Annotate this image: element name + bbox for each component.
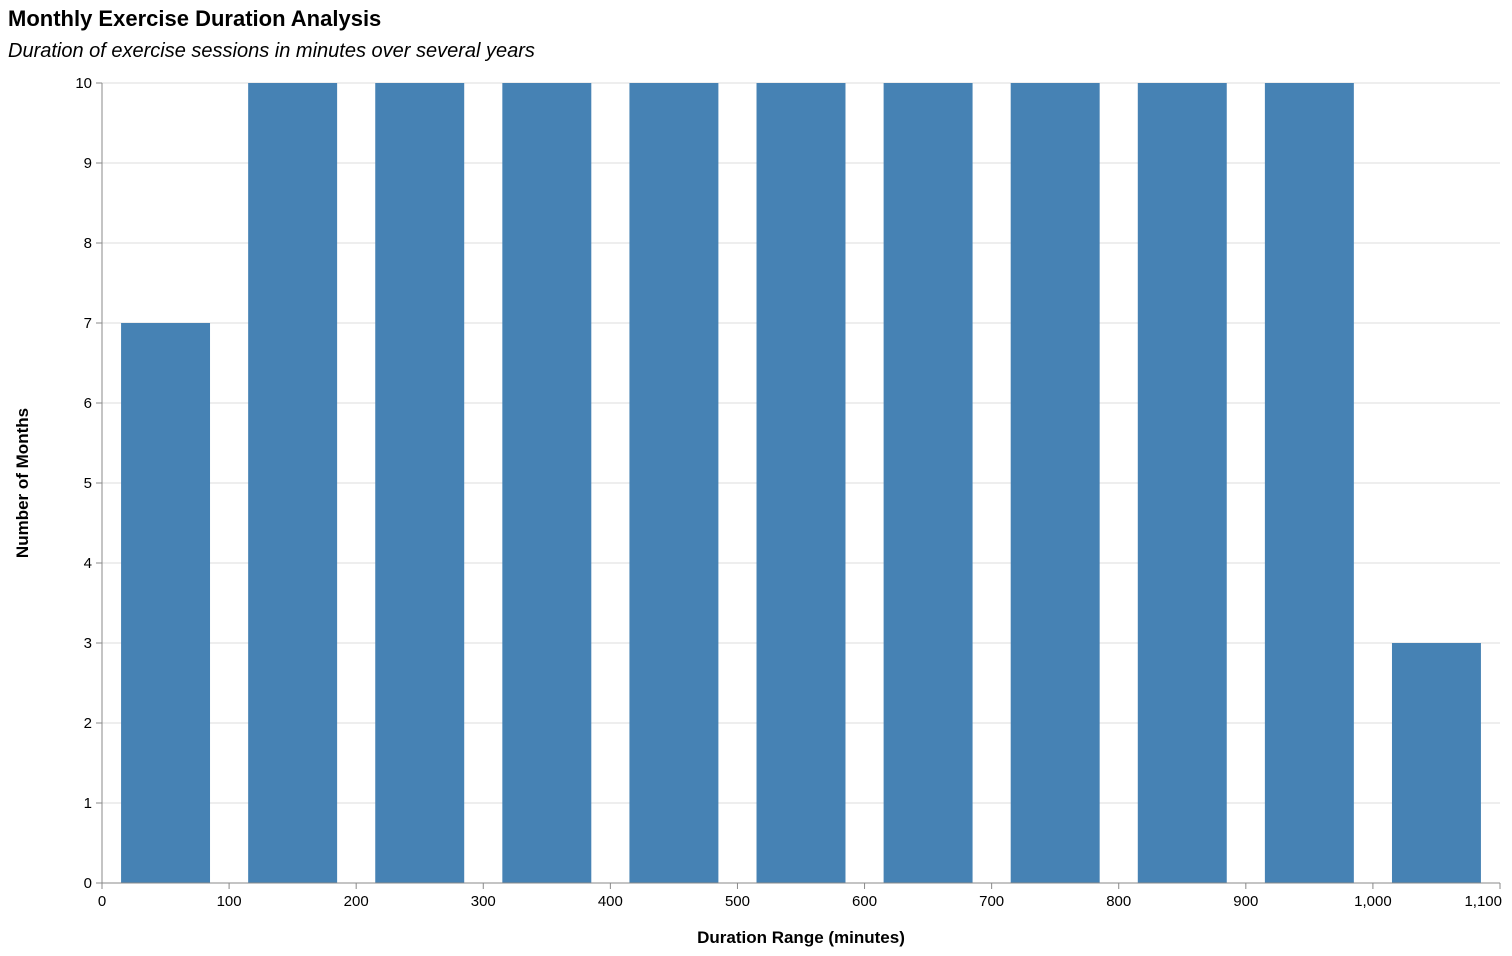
bar [883, 83, 973, 883]
x-tick-label: 900 [1233, 893, 1258, 910]
bar [248, 83, 338, 883]
x-tick-label: 200 [344, 893, 369, 910]
bar [121, 323, 211, 883]
x-axis: 0 100 200 300 400 500 600 700 800 900 1,000 1,100 [98, 882, 1502, 910]
y-tick-label: 2 [84, 715, 92, 732]
y-tick-label: 6 [84, 395, 92, 412]
x-tick-label: 1,100 [1464, 893, 1502, 910]
chart-title: Monthly Exercise Duration Analysis [8, 6, 382, 31]
y-tick-label: 10 [75, 75, 92, 92]
y-tick-label: 7 [84, 315, 92, 332]
x-tick-label: 600 [852, 893, 877, 910]
y-tick-label: 3 [84, 635, 92, 652]
bar [502, 83, 592, 883]
y-axis: 0 1 2 3 4 5 6 7 8 9 10 [75, 75, 103, 892]
bar [375, 83, 465, 883]
x-tick-label: 700 [979, 893, 1004, 910]
y-tick-label: 5 [84, 475, 92, 492]
y-tick-label: 9 [84, 155, 92, 172]
bar [1010, 83, 1100, 883]
y-axis-title: Number of Months [13, 408, 32, 558]
x-tick-label: 300 [471, 893, 496, 910]
y-tick-label: 8 [84, 235, 92, 252]
x-tick-label: 1,000 [1354, 893, 1392, 910]
bar [629, 83, 719, 883]
x-tick-label: 800 [1106, 893, 1131, 910]
x-tick-label: 0 [98, 893, 106, 910]
y-tick-label: 1 [84, 795, 92, 812]
chart-subtitle: Duration of exercise sessions in minutes… [8, 40, 535, 62]
bar [1137, 83, 1227, 883]
bar [756, 83, 846, 883]
bars [121, 83, 1481, 883]
bar [1391, 643, 1481, 883]
x-tick-label: 100 [217, 893, 242, 910]
y-tick-label: 0 [84, 875, 92, 892]
x-axis-title: Duration Range (minutes) [697, 928, 905, 947]
bar [1264, 83, 1354, 883]
x-tick-label: 500 [725, 893, 750, 910]
x-tick-label: 400 [598, 893, 623, 910]
y-tick-label: 4 [84, 555, 92, 572]
